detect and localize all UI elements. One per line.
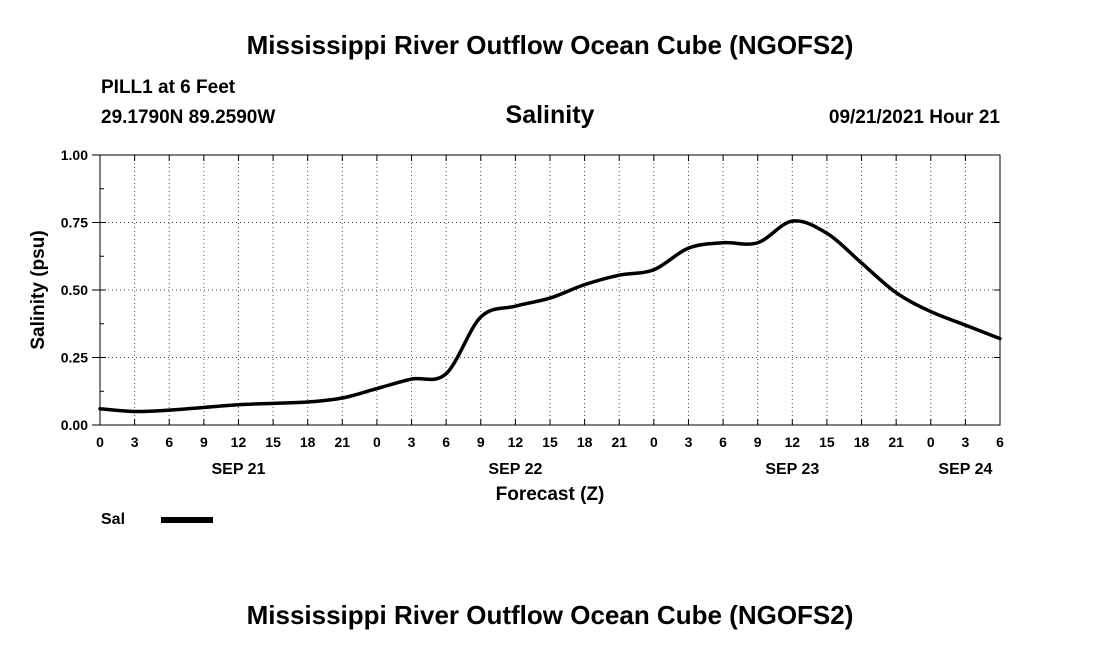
plot-frame [99,154,1001,426]
y-axis-label: Salinity (psu) [28,230,49,349]
y-tick-label: 0.00 [61,417,88,433]
x-tick-label: 6 [442,434,450,450]
x-tick-label: 3 [131,434,139,450]
x-tick-label: 0 [373,434,381,450]
x-date-label: SEP 21 [211,461,265,478]
main-title: Mississippi River Outflow Ocean Cube (NG… [246,30,854,60]
chart-title: Salinity [505,101,595,129]
x-tick-label: 18 [854,434,870,450]
x-tick-label: 9 [754,434,762,450]
x-date-label: SEP 23 [765,461,819,478]
datetime-label: 09/21/2021 Hour 21 [828,107,1000,128]
x-tick-label: 21 [611,434,627,450]
x-tick-label: 15 [265,434,281,450]
x-tick-label: 0 [650,434,658,450]
x-tick-label: 6 [996,434,1004,450]
footer-title: Mississippi River Outflow Ocean Cube (NG… [246,600,854,630]
x-tick-label: 9 [200,434,208,450]
legend-swatch [161,517,213,523]
x-tick-label: 3 [961,434,969,450]
x-tick-label: 3 [685,434,693,450]
x-tick-label: 12 [508,434,524,450]
station-label: PILL1 at 6 Feet [101,77,236,98]
coordinates-label: 29.1790N 89.2590W [101,107,276,128]
x-tick-label: 9 [477,434,485,450]
x-tick-label: 6 [719,434,727,450]
legend-label: Sal [101,511,126,528]
x-date-label: SEP 22 [488,461,542,478]
grid-lines [100,155,1000,425]
x-tick-label: 3 [408,434,416,450]
x-tick-label: 12 [231,434,247,450]
y-tick-label: 0.25 [61,350,88,366]
x-axis-label: Forecast (Z) [496,484,605,505]
x-tick-label: 21 [335,434,351,450]
x-tick-label: 0 [96,434,104,450]
x-date-label: SEP 24 [938,461,992,478]
series-line-sal [98,219,1002,414]
x-tick-label: 0 [927,434,935,450]
y-tick-label: 0.75 [61,215,88,231]
y-tick-label: 1.00 [61,147,88,163]
series-group [98,219,1002,414]
y-axis: 0.00 0.25 0.50 0.75 1.00 [61,147,1000,433]
x-tick-label: 15 [819,434,835,450]
x-tick-label: 6 [165,434,173,450]
x-tick-label: 18 [577,434,593,450]
x-tick-label: 15 [542,434,558,450]
x-tick-label: 18 [300,434,316,450]
y-tick-label: 0.50 [61,282,88,298]
x-tick-label: 12 [785,434,801,450]
x-tick-label: 21 [888,434,904,450]
